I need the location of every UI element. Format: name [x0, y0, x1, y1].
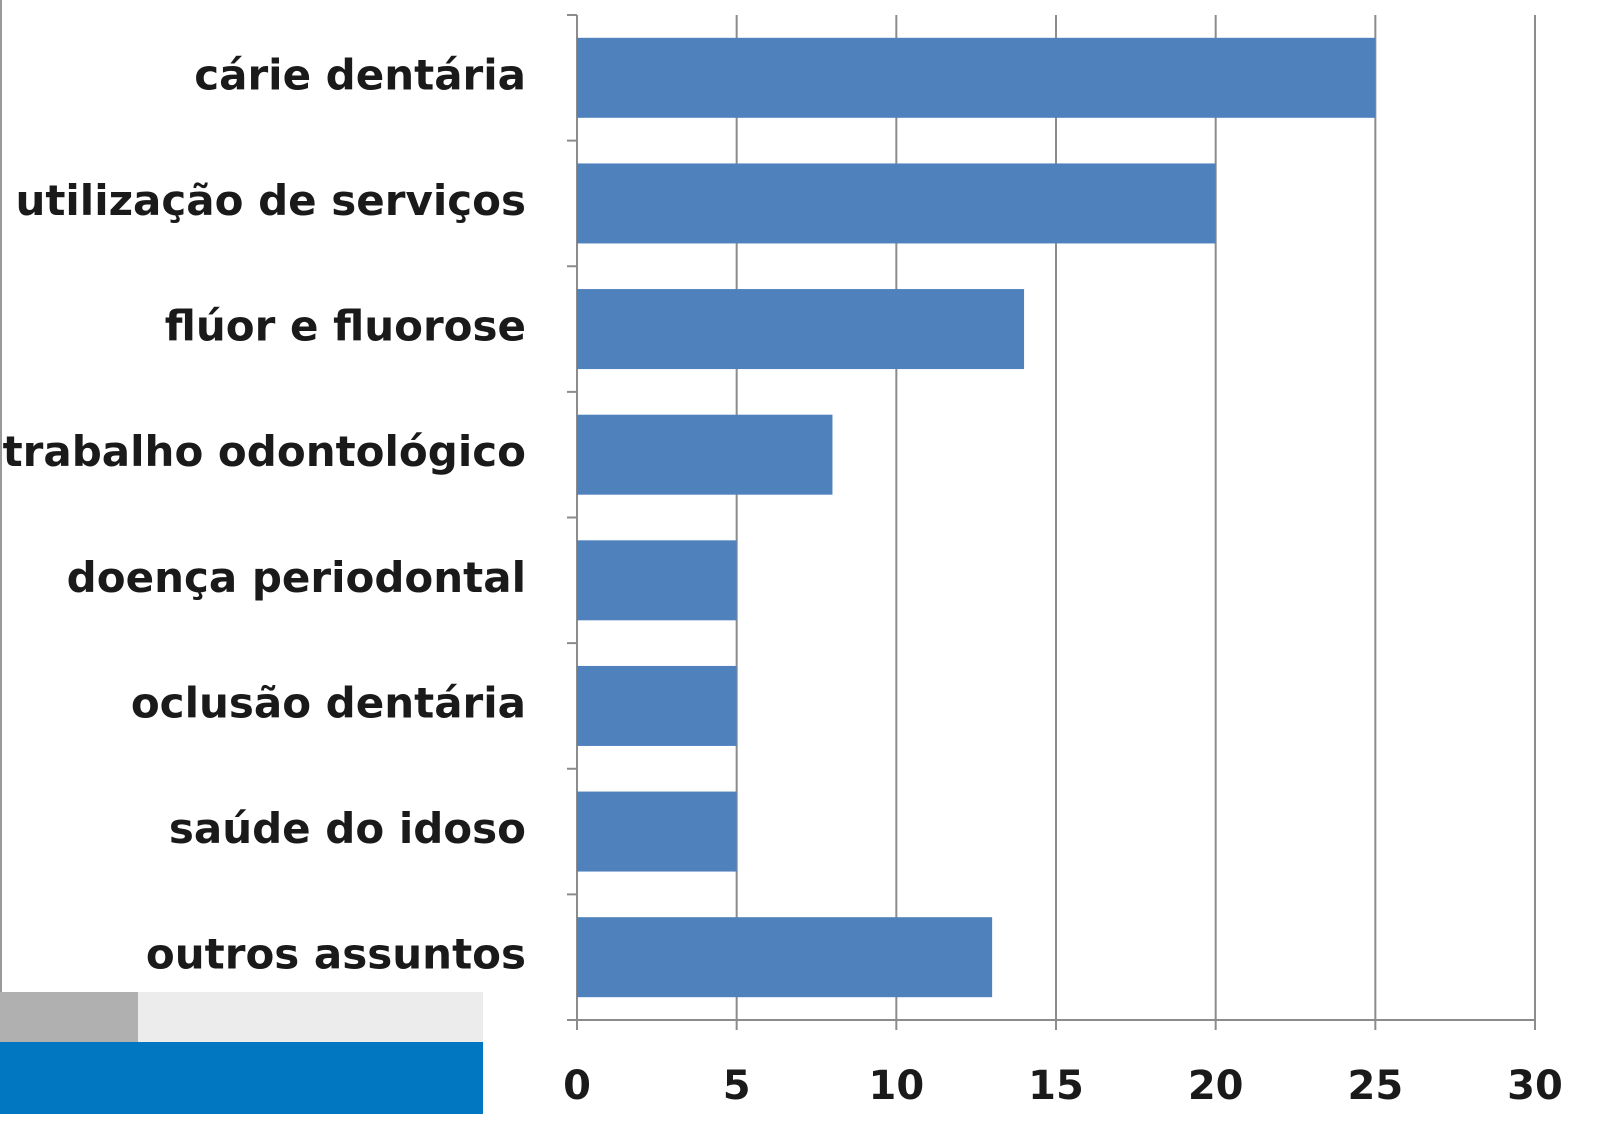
bar — [577, 414, 833, 495]
bar — [577, 37, 1376, 118]
bar — [577, 289, 1025, 370]
bar — [577, 163, 1216, 244]
decor-blue — [0, 1042, 483, 1114]
decor-light — [138, 992, 483, 1042]
bar — [577, 665, 737, 746]
y-tick-label: outros assuntos — [146, 930, 526, 979]
y-tick-label: doença periodontal — [67, 553, 526, 602]
y-tick-label: saúde do idoso — [169, 804, 526, 853]
y-tick-label: cárie dentária — [194, 50, 526, 99]
bar — [577, 791, 737, 872]
y-tick-label: trabalho odontológico — [3, 427, 526, 476]
x-tick-label: 25 — [1347, 1063, 1403, 1109]
x-tick-label: 5 — [723, 1063, 751, 1109]
bar — [577, 917, 993, 998]
y-tick-label: flúor e fluorose — [165, 302, 526, 351]
decor-gray — [0, 992, 138, 1042]
y-tick-label: oclusão dentária — [131, 678, 526, 727]
y-tick-label: utilização de serviços — [15, 176, 526, 225]
x-tick-label: 20 — [1188, 1063, 1244, 1109]
x-tick-label: 0 — [563, 1063, 591, 1109]
x-tick-label: 10 — [868, 1063, 924, 1109]
x-tick-label: 15 — [1028, 1063, 1084, 1109]
x-tick-label: 30 — [1507, 1063, 1563, 1109]
bar — [577, 540, 737, 621]
